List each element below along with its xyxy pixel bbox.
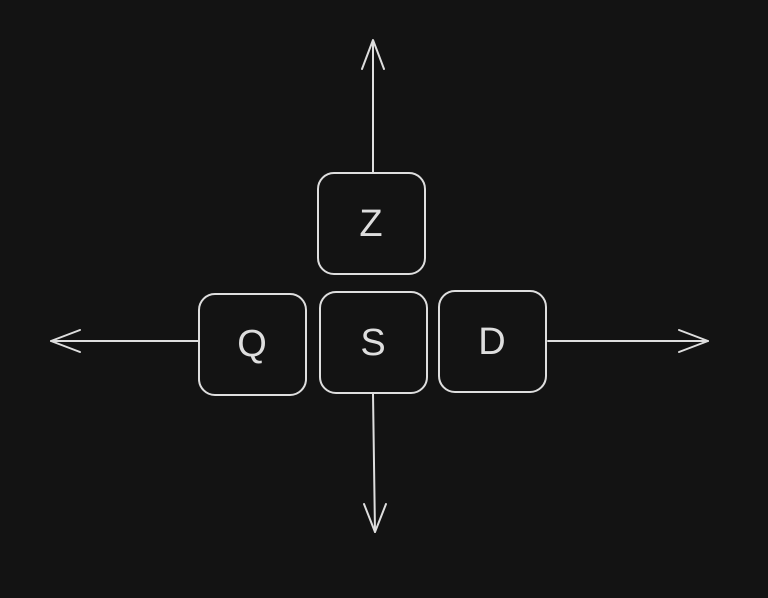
arrow-right-icon	[547, 329, 709, 353]
key-left-label: Q	[237, 323, 267, 365]
key-down: S	[319, 291, 428, 394]
key-up-label: Z	[359, 203, 382, 245]
key-up: Z	[317, 172, 426, 275]
key-down-label: S	[360, 322, 385, 364]
key-right: D	[438, 290, 547, 393]
key-left: Q	[198, 293, 307, 396]
arrow-down-icon	[363, 393, 387, 533]
key-right-label: D	[478, 321, 505, 363]
arrow-up-icon	[361, 39, 385, 173]
arrow-left-icon	[50, 329, 199, 353]
